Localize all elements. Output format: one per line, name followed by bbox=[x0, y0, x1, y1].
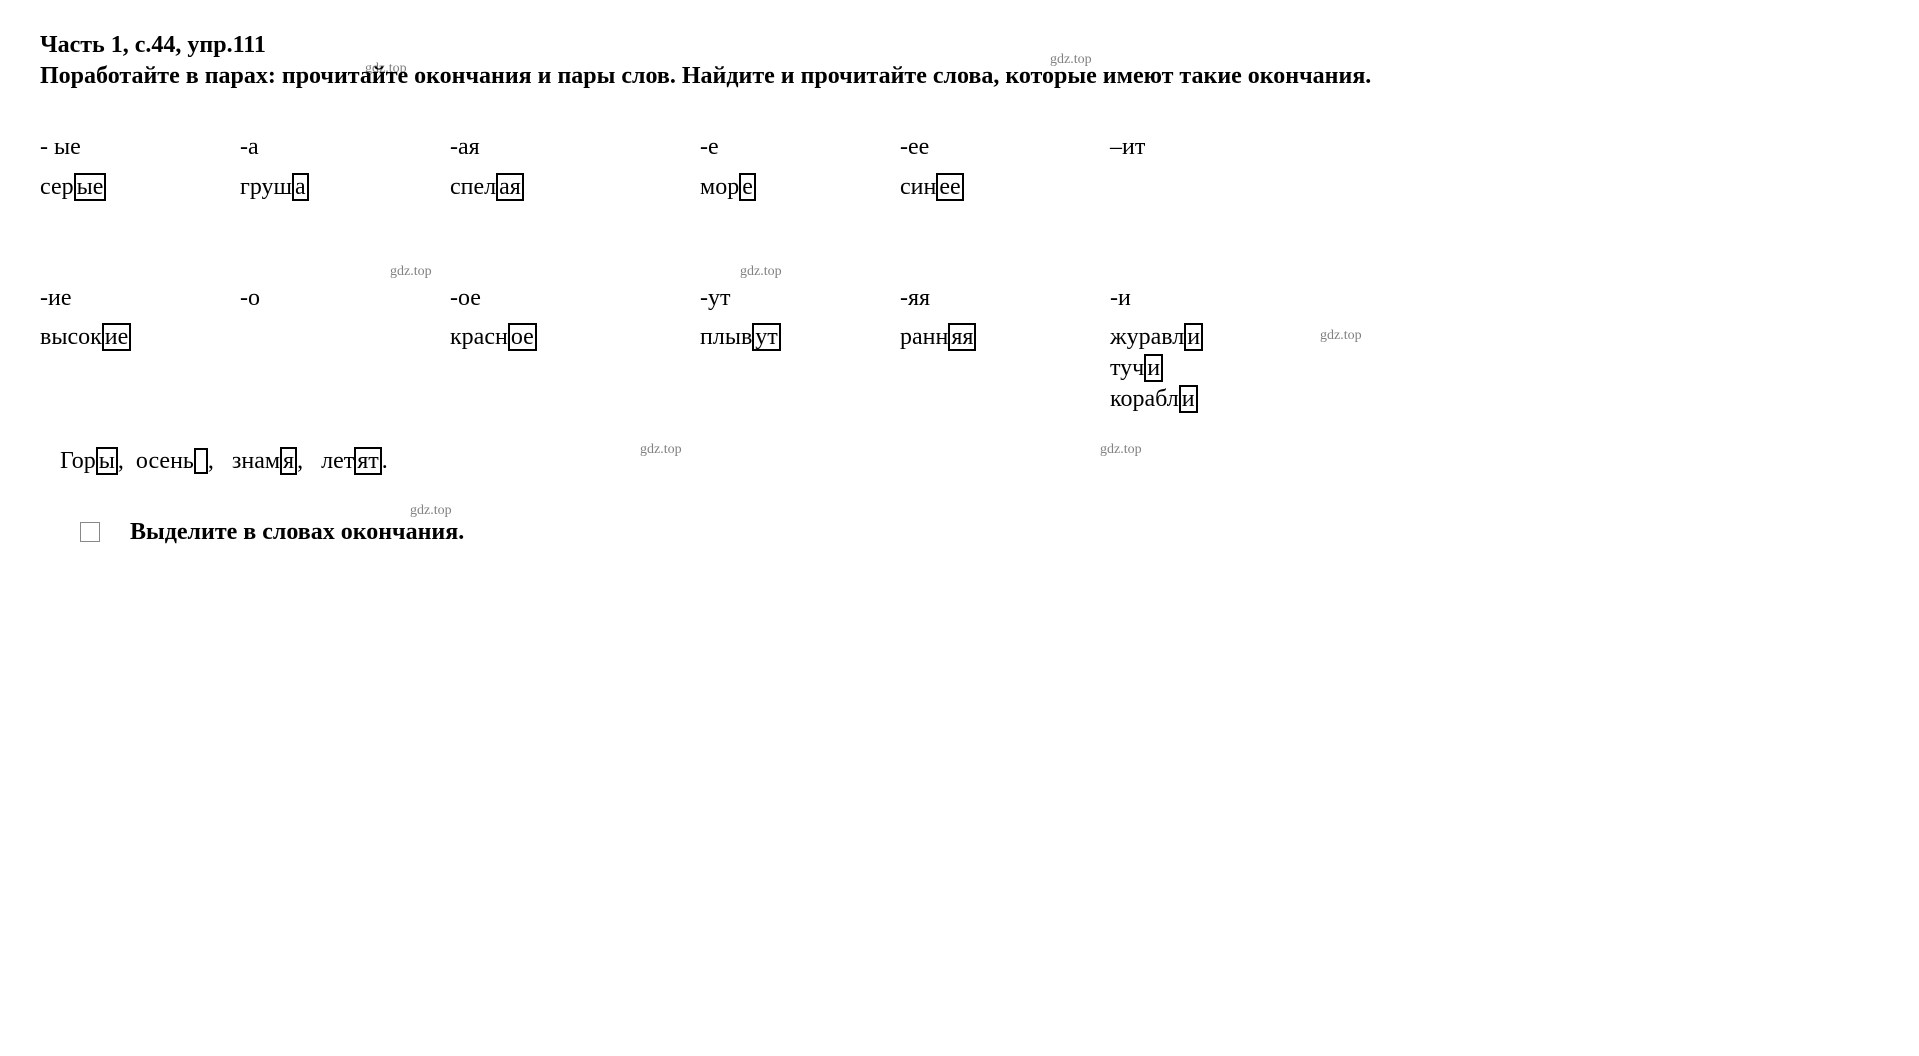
sentence-word: Горы, bbox=[60, 448, 124, 474]
ending-cell: -ут bbox=[700, 283, 900, 314]
word-cell: море bbox=[700, 172, 900, 203]
header-line2: Поработайте в парах: прочитайте окончани… bbox=[40, 63, 1371, 89]
endings-row: - ые -а -ая -е -ее –ит bbox=[40, 132, 1879, 163]
ending-cell: -яя bbox=[900, 283, 1110, 314]
task-bullet-row: gdz.top Выделите в словах окончания. bbox=[80, 517, 1879, 548]
task-text: Выделите в словах окончания. bbox=[130, 517, 464, 548]
word-cell: синее bbox=[900, 172, 1110, 203]
ending-cell: -о bbox=[240, 283, 450, 314]
watermark: gdz.top bbox=[640, 441, 682, 459]
ending-cell: -ая bbox=[450, 132, 700, 163]
sentence-word: летят. bbox=[309, 448, 388, 474]
watermark: gdz.top bbox=[410, 502, 452, 520]
word-cell: красное bbox=[450, 322, 700, 416]
header-line1: Часть 1, с.44, упр.111 bbox=[40, 30, 1879, 61]
word-cell: ранняя bbox=[900, 322, 1110, 416]
ending-cell: -а bbox=[240, 132, 450, 163]
ending-cell: -ое bbox=[450, 283, 700, 314]
ending-cell: -ие bbox=[40, 283, 240, 314]
word-cell: серые bbox=[40, 172, 240, 203]
endings-row: -ие -о -ое -ут -яя -и bbox=[40, 283, 1879, 314]
watermark: gdz.top bbox=[390, 263, 432, 281]
words-row: высокие красное плывут ранняя журавли ту… bbox=[40, 322, 1879, 416]
word-cell: спелая bbox=[450, 172, 700, 203]
endings-table-1: - ые -а -ая -е -ее –ит серые груша спела… bbox=[40, 132, 1879, 202]
words-row: серые груша спелая море синее bbox=[40, 172, 1879, 203]
watermark: gdz.top bbox=[1050, 51, 1092, 69]
ending-cell: - ые bbox=[40, 132, 240, 163]
word-cell bbox=[1110, 172, 1290, 203]
endings-table-2: gdz.top gdz.top -ие -о -ое -ут -яя -и вы… bbox=[40, 283, 1879, 416]
word-cell: груша bbox=[240, 172, 450, 203]
sentence-row: gdz.top gdz.top Горы, осень, знамя, летя… bbox=[40, 446, 1879, 477]
watermark: gdz.top bbox=[1320, 327, 1362, 345]
word-cell bbox=[240, 322, 450, 416]
sentence-word: осень, bbox=[130, 448, 214, 474]
ending-cell: –ит bbox=[1110, 132, 1290, 163]
sentence-word: знамя, bbox=[220, 448, 303, 474]
bullet-box-icon bbox=[80, 522, 100, 542]
word-cell: плывут bbox=[700, 322, 900, 416]
watermark: gdz.top bbox=[1100, 441, 1142, 459]
ending-cell: -и bbox=[1110, 283, 1290, 314]
ending-cell: -ее bbox=[900, 132, 1110, 163]
exercise-header: Часть 1, с.44, упр.111 gdz.top Поработай… bbox=[40, 30, 1879, 92]
word-cell-multi: журавли тучи корабли bbox=[1110, 322, 1290, 416]
word-cell: высокие bbox=[40, 322, 240, 416]
ending-cell: -е bbox=[700, 132, 900, 163]
watermark: gdz.top bbox=[740, 263, 782, 281]
